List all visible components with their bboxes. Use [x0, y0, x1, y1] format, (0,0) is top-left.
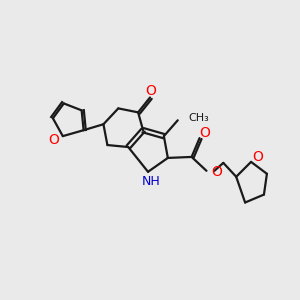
- Text: O: O: [146, 84, 156, 98]
- Text: O: O: [49, 133, 59, 147]
- Text: O: O: [212, 165, 222, 179]
- Text: CH₃: CH₃: [189, 113, 209, 123]
- Text: O: O: [199, 126, 210, 140]
- Text: O: O: [253, 150, 263, 164]
- Text: NH: NH: [142, 175, 160, 188]
